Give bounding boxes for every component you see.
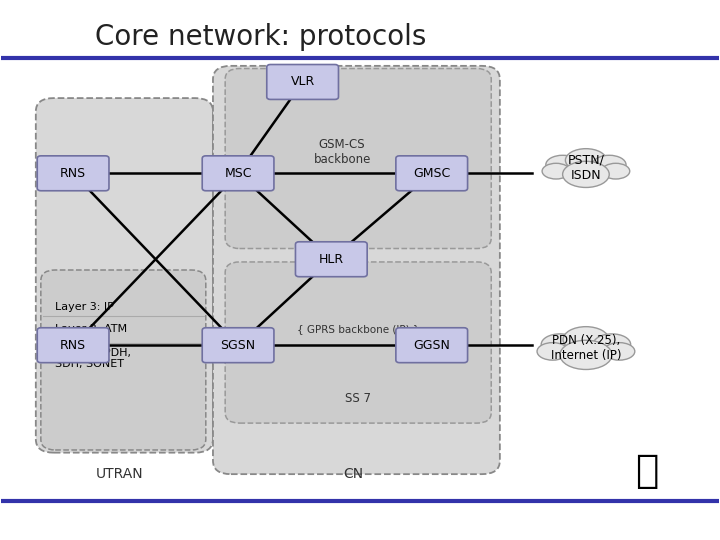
Ellipse shape	[541, 334, 579, 355]
FancyBboxPatch shape	[36, 98, 213, 453]
Text: PSTN/
ISDN: PSTN/ ISDN	[567, 154, 604, 182]
FancyBboxPatch shape	[37, 156, 109, 191]
Ellipse shape	[563, 327, 609, 353]
FancyBboxPatch shape	[295, 242, 367, 276]
Text: Core network: protocols: Core network: protocols	[94, 23, 426, 51]
Text: Layer 1: PDH,
SDH, SONET: Layer 1: PDH, SDH, SONET	[55, 348, 131, 369]
Text: Layer 2: ATM: Layer 2: ATM	[55, 323, 127, 334]
FancyBboxPatch shape	[267, 64, 338, 99]
FancyBboxPatch shape	[225, 69, 491, 248]
Ellipse shape	[565, 148, 606, 172]
Text: MSC: MSC	[225, 167, 252, 180]
Text: GGSN: GGSN	[413, 339, 450, 352]
Ellipse shape	[546, 156, 580, 174]
FancyBboxPatch shape	[202, 156, 274, 191]
FancyBboxPatch shape	[202, 328, 274, 363]
Ellipse shape	[560, 340, 612, 369]
FancyBboxPatch shape	[37, 328, 109, 363]
Text: Layer 3: IP: Layer 3: IP	[55, 302, 114, 312]
Text: UTRAN: UTRAN	[96, 467, 143, 481]
Ellipse shape	[602, 163, 630, 179]
FancyBboxPatch shape	[213, 66, 500, 474]
Text: HLR: HLR	[319, 253, 344, 266]
Text: VLR: VLR	[290, 76, 315, 89]
FancyBboxPatch shape	[396, 156, 467, 191]
Ellipse shape	[562, 161, 609, 187]
Text: PDN (X.25),
Internet (IP): PDN (X.25), Internet (IP)	[551, 334, 621, 362]
Text: RNS: RNS	[60, 167, 86, 180]
Ellipse shape	[593, 156, 626, 174]
Text: RNS: RNS	[60, 339, 86, 352]
Ellipse shape	[542, 163, 570, 179]
Text: 📱: 📱	[635, 453, 659, 490]
Ellipse shape	[593, 334, 631, 355]
Text: CN: CN	[343, 467, 363, 481]
Text: SS 7: SS 7	[345, 393, 371, 406]
Text: { GPRS backbone (IP) }: { GPRS backbone (IP) }	[297, 324, 419, 334]
Ellipse shape	[603, 342, 635, 360]
Text: GSM-CS
backbone: GSM-CS backbone	[313, 138, 371, 166]
Text: SGSN: SGSN	[220, 339, 256, 352]
Ellipse shape	[537, 342, 568, 360]
FancyBboxPatch shape	[41, 270, 206, 450]
Text: GMSC: GMSC	[413, 167, 450, 180]
FancyBboxPatch shape	[225, 262, 491, 423]
FancyBboxPatch shape	[396, 328, 467, 363]
